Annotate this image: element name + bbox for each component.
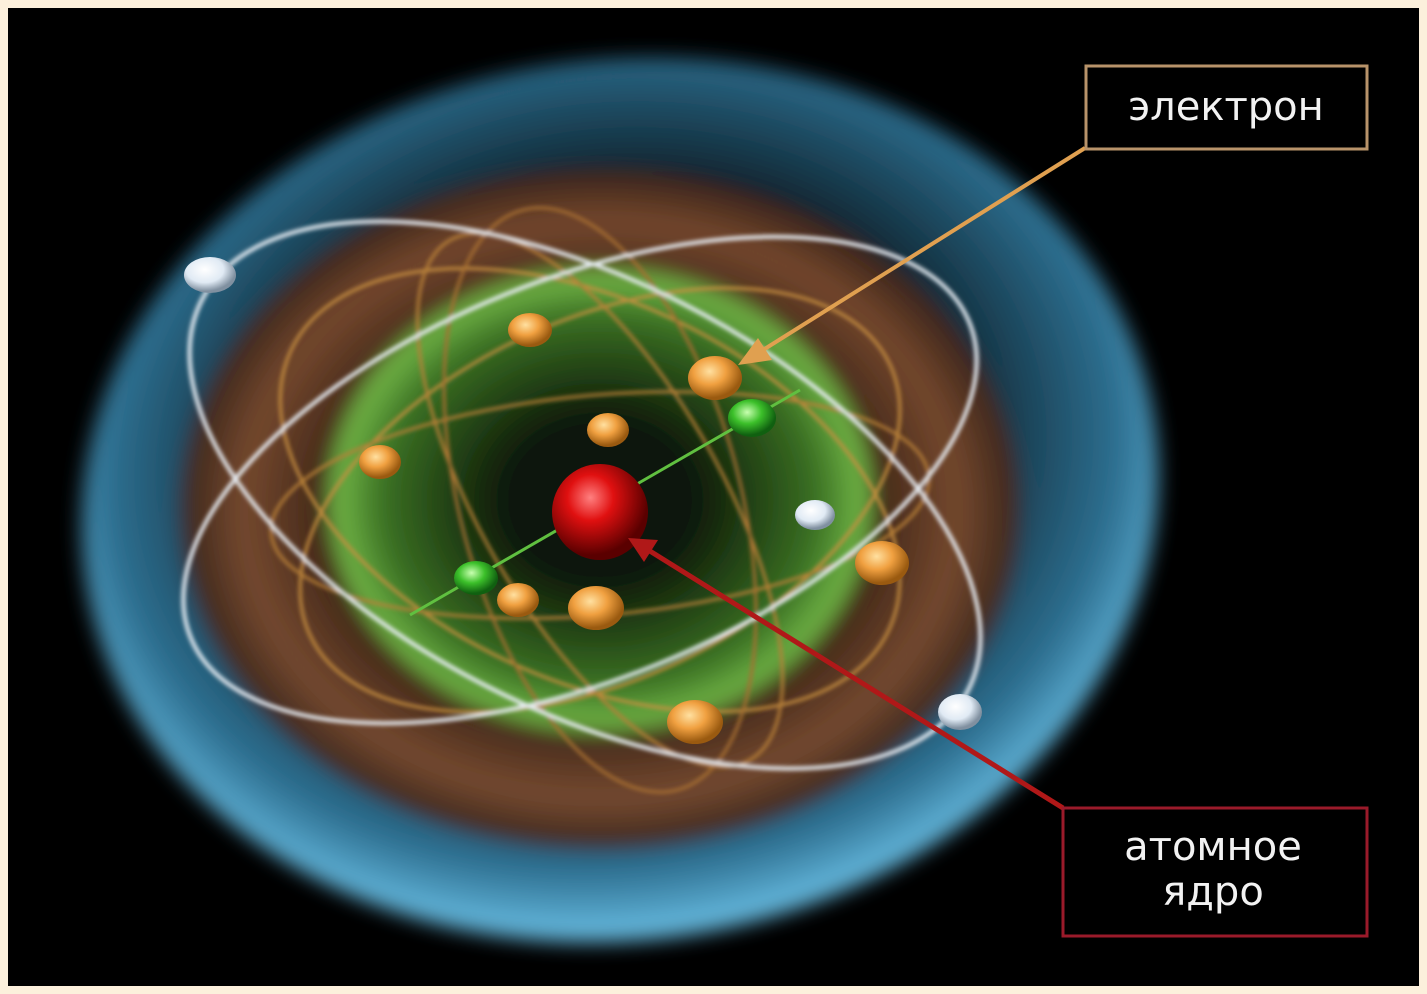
label: электрон — [1128, 84, 1324, 130]
arrow — [643, 545, 1065, 811]
label-box — [1084, 64, 1369, 151]
label: атомное — [1124, 824, 1302, 870]
arrow-head — [628, 538, 658, 562]
arrow-head — [738, 338, 772, 365]
label: ядро — [1162, 869, 1264, 915]
electron-callout: электрон — [738, 64, 1369, 365]
arrow — [753, 146, 1087, 357]
particles — [184, 257, 982, 744]
label-box — [1061, 806, 1369, 938]
nucleus-callout: атомное ядро — [628, 538, 1369, 938]
